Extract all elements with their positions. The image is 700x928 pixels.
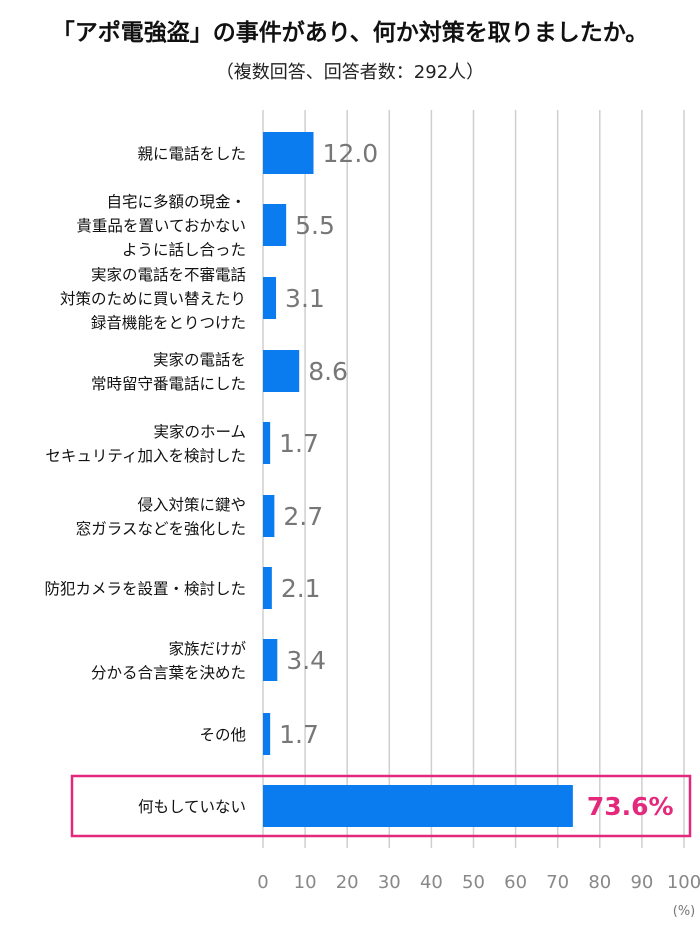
value-label: 12.0: [323, 139, 379, 168]
value-label: 73.6%: [587, 792, 674, 821]
value-label: 1.7: [279, 720, 319, 749]
category-label: 侵入対策に鍵や窓ガラスなどを強化した: [76, 496, 246, 538]
x-tick-label: 30: [378, 872, 401, 893]
category-label: その他: [199, 726, 246, 744]
bar: [263, 713, 271, 755]
bars: [70, 132, 692, 838]
bar: [263, 204, 287, 246]
x-tick-label: 40: [420, 872, 443, 893]
x-axis-unit-label: (%): [673, 904, 696, 919]
chart-title: 「アポ電強盗」の事件があり、何か対策を取りましたか。: [52, 19, 649, 46]
x-tick-label: 90: [630, 872, 653, 893]
value-label: 2.1: [281, 574, 321, 603]
bar: [263, 277, 277, 319]
x-tick-label: 50: [462, 872, 485, 893]
value-label: 1.7: [279, 429, 319, 458]
bar: [263, 495, 275, 537]
x-tick-label: 60: [504, 872, 527, 893]
value-label: 3.4: [286, 646, 326, 675]
grid-lines: [262, 110, 685, 848]
category-label: 防犯カメラを設置・検討した: [44, 580, 246, 598]
category-label: 自宅に多額の現金・貴重品を置いておかないように話し合った: [76, 193, 246, 259]
category-label: 家族だけが分かる合言葉を決めた: [91, 640, 247, 682]
highlight-box: [70, 774, 692, 838]
chart-subtitle: （複数回答、回答者数：292人）: [216, 62, 484, 83]
bar: [263, 422, 271, 464]
x-tick-label: 70: [546, 872, 569, 893]
bar: [263, 785, 573, 827]
value-label: 8.6: [308, 357, 348, 386]
category-label: 実家のホームセキュリティ加入を検討した: [45, 423, 246, 465]
value-labels: 12.0 5.5 3.1 8.6 1.7 2.7 2.1 3.4 1.7 73.6%: [279, 139, 673, 821]
bar: [263, 639, 278, 681]
category-label: 親に電話をした: [137, 145, 246, 163]
x-tick-label: 20: [336, 872, 359, 893]
x-axis-ticks: 0 10 20 30 40 50 60 70 80 90 100: [257, 872, 700, 893]
value-label: 5.5: [295, 211, 335, 240]
x-tick-label: 80: [588, 872, 611, 893]
bar: [263, 132, 314, 174]
category-labels: 親に電話をした自宅に多額の現金・貴重品を置いておかないように話し合った実家の電話…: [44, 145, 246, 816]
bar: [263, 350, 300, 392]
x-tick-label: 10: [294, 872, 317, 893]
x-tick-label: 0: [257, 872, 268, 893]
category-label: 実家の電話を常時留守番電話にした: [91, 351, 246, 393]
value-label: 2.7: [283, 502, 323, 531]
category-label: 何もしていない: [138, 798, 246, 816]
x-tick-label: 100: [667, 872, 700, 893]
category-label: 実家の電話を不審電話対策のために買い替えたり録音機能をとりつけた: [60, 266, 246, 332]
bar: [263, 567, 272, 609]
value-label: 3.1: [285, 284, 325, 313]
